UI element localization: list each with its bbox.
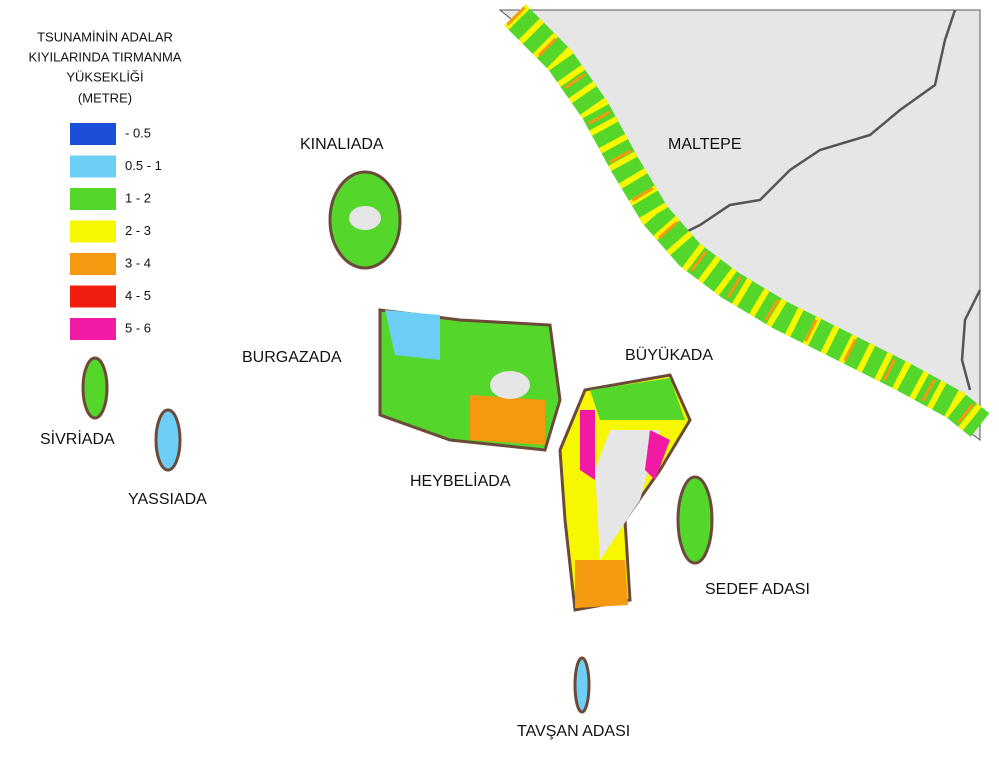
legend-swatch [70,188,116,210]
legend-title: KIYILARINDA TIRMANMA [29,49,182,64]
legend-label: 0.5 - 1 [125,158,162,173]
place-label: SEDEF ADASI [705,581,810,598]
place-label: BURGAZADA [242,349,342,366]
place-labels: KINALIADA MALTEPE BURGAZADA BÜYÜKADA SİV… [40,136,810,740]
legend: TSUNAMİNİN ADALAR KIYILARINDA TIRMANMA Y… [29,29,182,340]
place-label: HEYBELİADA [410,471,511,490]
legend-label: 3 - 4 [125,255,151,270]
islands [81,170,714,714]
place-label: YASSIADA [128,491,207,508]
legend-title: TSUNAMİNİN ADALAR [37,29,173,44]
legend-title: (METRE) [78,90,132,105]
legend-swatch [70,220,116,243]
legend-label: 4 - 5 [125,288,151,303]
place-label: BÜYÜKADA [625,346,713,364]
place-label: TAVŞAN ADASI [517,723,630,740]
legend-label: 5 - 6 [125,320,151,335]
mainland [498,4,990,441]
place-label: MALTEPE [668,136,742,153]
legend-title: YÜKSEKLİĞİ [66,69,143,84]
legend-swatch [70,123,116,145]
place-label: KINALIADA [300,136,384,153]
legend-swatch [70,285,116,308]
legend-label: - 0.5 [125,125,151,140]
legend-swatch [70,253,116,275]
legend-label: 2 - 3 [125,223,151,238]
place-label: SİVRİADA [40,429,115,448]
legend-label: 1 - 2 [125,190,151,205]
legend-swatch [70,155,116,178]
legend-swatch [70,318,116,340]
